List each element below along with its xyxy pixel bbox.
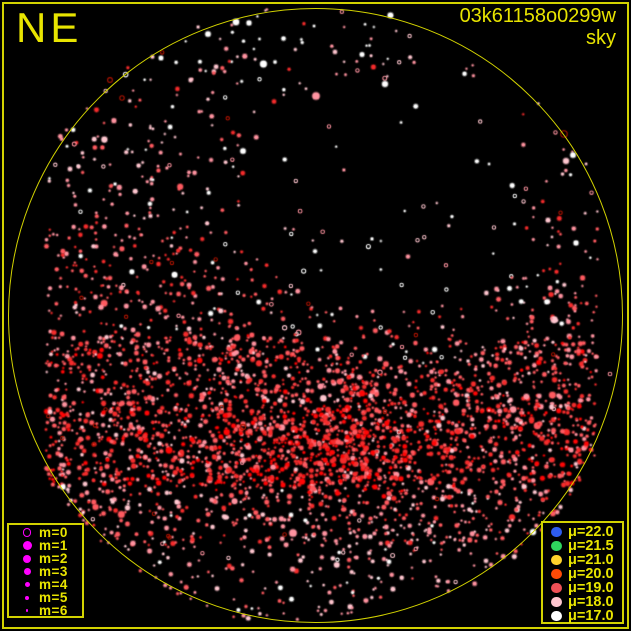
magnitude-m0-marker-box [15, 528, 39, 537]
legend-row: μ=21.5 [543, 538, 622, 554]
mu-row3-marker-box [548, 568, 565, 580]
legend-row: m=0 [9, 525, 82, 540]
mu-row5-label: μ=18.0 [568, 594, 614, 610]
legend-row: m=2 [9, 551, 82, 566]
magnitude-m2-label: m=2 [39, 551, 68, 566]
mu-row1-label: μ=21.5 [568, 538, 614, 554]
mu-row1-marker-icon [551, 540, 562, 552]
legend-row: μ=19.0 [543, 580, 622, 596]
magnitude-m0-label: m=0 [39, 525, 68, 540]
mu-row6-marker-icon [551, 610, 562, 622]
mu-row2-marker-box [548, 554, 565, 566]
magnitude-m1-label: m=1 [39, 538, 68, 553]
magnitude-m6-label: m=6 [39, 603, 68, 618]
orientation-label: NE [16, 4, 83, 51]
magnitude-m4-label: m=4 [39, 577, 68, 592]
legend-row: μ=21.0 [543, 552, 622, 568]
mu-row6-marker-box [548, 610, 565, 622]
legend-row: μ=20.0 [543, 566, 622, 582]
legend-row: m=4 [9, 577, 82, 592]
mu-row0-label: μ=22.0 [568, 524, 614, 540]
field-subtitle: sky [586, 27, 616, 49]
magnitude-m2-marker-box [15, 554, 39, 563]
mu-row6-label: μ=17.0 [568, 608, 614, 624]
magnitude-m3-label: m=3 [39, 564, 68, 579]
magnitude-m5-marker-icon [25, 595, 29, 600]
magnitude-m0-marker-icon [22, 528, 32, 537]
mu-row2-marker-icon [551, 554, 562, 566]
mu-row1-marker-box [548, 540, 565, 552]
legend-row: m=3 [9, 564, 82, 579]
mu-row2-label: μ=21.0 [568, 552, 614, 568]
mu-legend: μ=22.0 μ=21.5 μ=21.0 μ=20.0 μ=19.0 μ=18.0 μ=17… [541, 521, 624, 624]
magnitude-m3-marker-box [15, 568, 39, 575]
mu-row3-label: μ=20.0 [568, 566, 614, 582]
mu-row4-marker-icon [551, 582, 562, 594]
mu-row5-marker-box [548, 596, 565, 608]
magnitude-m1-marker-icon [22, 541, 32, 550]
magnitude-m6-marker-box [15, 609, 39, 612]
title-block: 03k61158o0299w sky [460, 5, 616, 49]
magnitude-m1-marker-box [15, 541, 39, 550]
legend-row: μ=22.0 [543, 524, 622, 540]
magnitude-m4-marker-icon [24, 582, 30, 587]
legend-row: m=6 [9, 603, 82, 618]
mu-row5-marker-icon [551, 596, 562, 608]
mu-row4-label: μ=19.0 [568, 580, 614, 596]
mu-row3-marker-icon [551, 568, 562, 580]
mu-row0-marker-box [548, 526, 565, 538]
legend-row: m=1 [9, 538, 82, 553]
magnitude-legend: m=0 m=1 m=2 m=3 m=4 m=5 m=6 [7, 523, 84, 618]
legend-row: μ=17.0 [543, 608, 622, 624]
magnitude-m3-marker-icon [23, 568, 31, 575]
magnitude-m4-marker-box [15, 582, 39, 587]
legend-row: m=5 [9, 590, 82, 605]
legend-row: μ=18.0 [543, 594, 622, 610]
mu-row4-marker-box [548, 582, 565, 594]
magnitude-m2-marker-icon [23, 554, 31, 563]
field-title: 03k61158o0299w [459, 5, 616, 27]
mu-row0-marker-icon [551, 526, 562, 538]
magnitude-m5-label: m=5 [39, 590, 68, 605]
magnitude-m5-marker-box [15, 595, 39, 600]
magnitude-m6-marker-icon [25, 609, 29, 612]
